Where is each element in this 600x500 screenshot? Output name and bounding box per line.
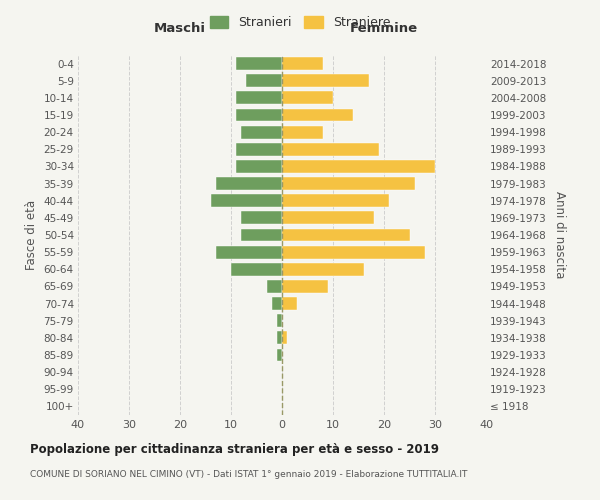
Bar bbox=[236, 92, 282, 104]
Bar bbox=[241, 228, 282, 241]
Bar bbox=[282, 57, 323, 70]
Bar bbox=[282, 212, 374, 224]
Text: COMUNE DI SORIANO NEL CIMINO (VT) - Dati ISTAT 1° gennaio 2019 - Elaborazione TU: COMUNE DI SORIANO NEL CIMINO (VT) - Dati… bbox=[30, 470, 467, 479]
Text: Maschi: Maschi bbox=[154, 22, 206, 35]
Bar bbox=[282, 194, 389, 207]
Bar bbox=[272, 297, 282, 310]
Bar bbox=[241, 212, 282, 224]
Bar bbox=[247, 74, 282, 87]
Legend: Stranieri, Straniere: Stranieri, Straniere bbox=[205, 11, 395, 34]
Y-axis label: Fasce di età: Fasce di età bbox=[25, 200, 38, 270]
Bar bbox=[282, 263, 364, 276]
Bar bbox=[282, 280, 328, 293]
Bar bbox=[236, 160, 282, 173]
Bar bbox=[277, 314, 282, 327]
Text: Femmine: Femmine bbox=[350, 22, 418, 35]
Bar bbox=[211, 194, 282, 207]
Bar bbox=[282, 160, 435, 173]
Bar bbox=[277, 348, 282, 362]
Bar bbox=[282, 246, 425, 258]
Bar bbox=[282, 332, 287, 344]
Bar bbox=[282, 126, 323, 138]
Bar bbox=[216, 177, 282, 190]
Bar bbox=[282, 108, 353, 122]
Y-axis label: Anni di nascita: Anni di nascita bbox=[553, 192, 566, 278]
Bar bbox=[236, 108, 282, 122]
Bar bbox=[236, 143, 282, 156]
Bar bbox=[267, 280, 282, 293]
Bar bbox=[282, 297, 298, 310]
Bar bbox=[282, 177, 415, 190]
Bar bbox=[236, 57, 282, 70]
Bar bbox=[231, 263, 282, 276]
Bar bbox=[282, 74, 369, 87]
Bar bbox=[277, 332, 282, 344]
Bar bbox=[282, 228, 410, 241]
Bar bbox=[216, 246, 282, 258]
Bar bbox=[282, 143, 379, 156]
Bar bbox=[241, 126, 282, 138]
Text: Popolazione per cittadinanza straniera per età e sesso - 2019: Popolazione per cittadinanza straniera p… bbox=[30, 442, 439, 456]
Bar bbox=[282, 92, 333, 104]
